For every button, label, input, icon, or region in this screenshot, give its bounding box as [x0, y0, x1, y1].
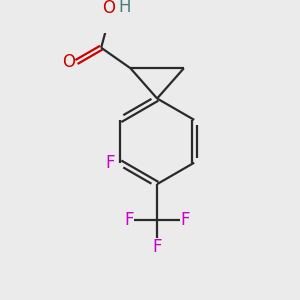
- Text: O: O: [102, 0, 115, 17]
- Text: F: F: [124, 211, 134, 229]
- Text: F: F: [180, 211, 190, 229]
- Text: H: H: [118, 0, 131, 16]
- Text: F: F: [152, 238, 162, 256]
- Text: F: F: [105, 154, 115, 172]
- Text: O: O: [62, 53, 75, 71]
